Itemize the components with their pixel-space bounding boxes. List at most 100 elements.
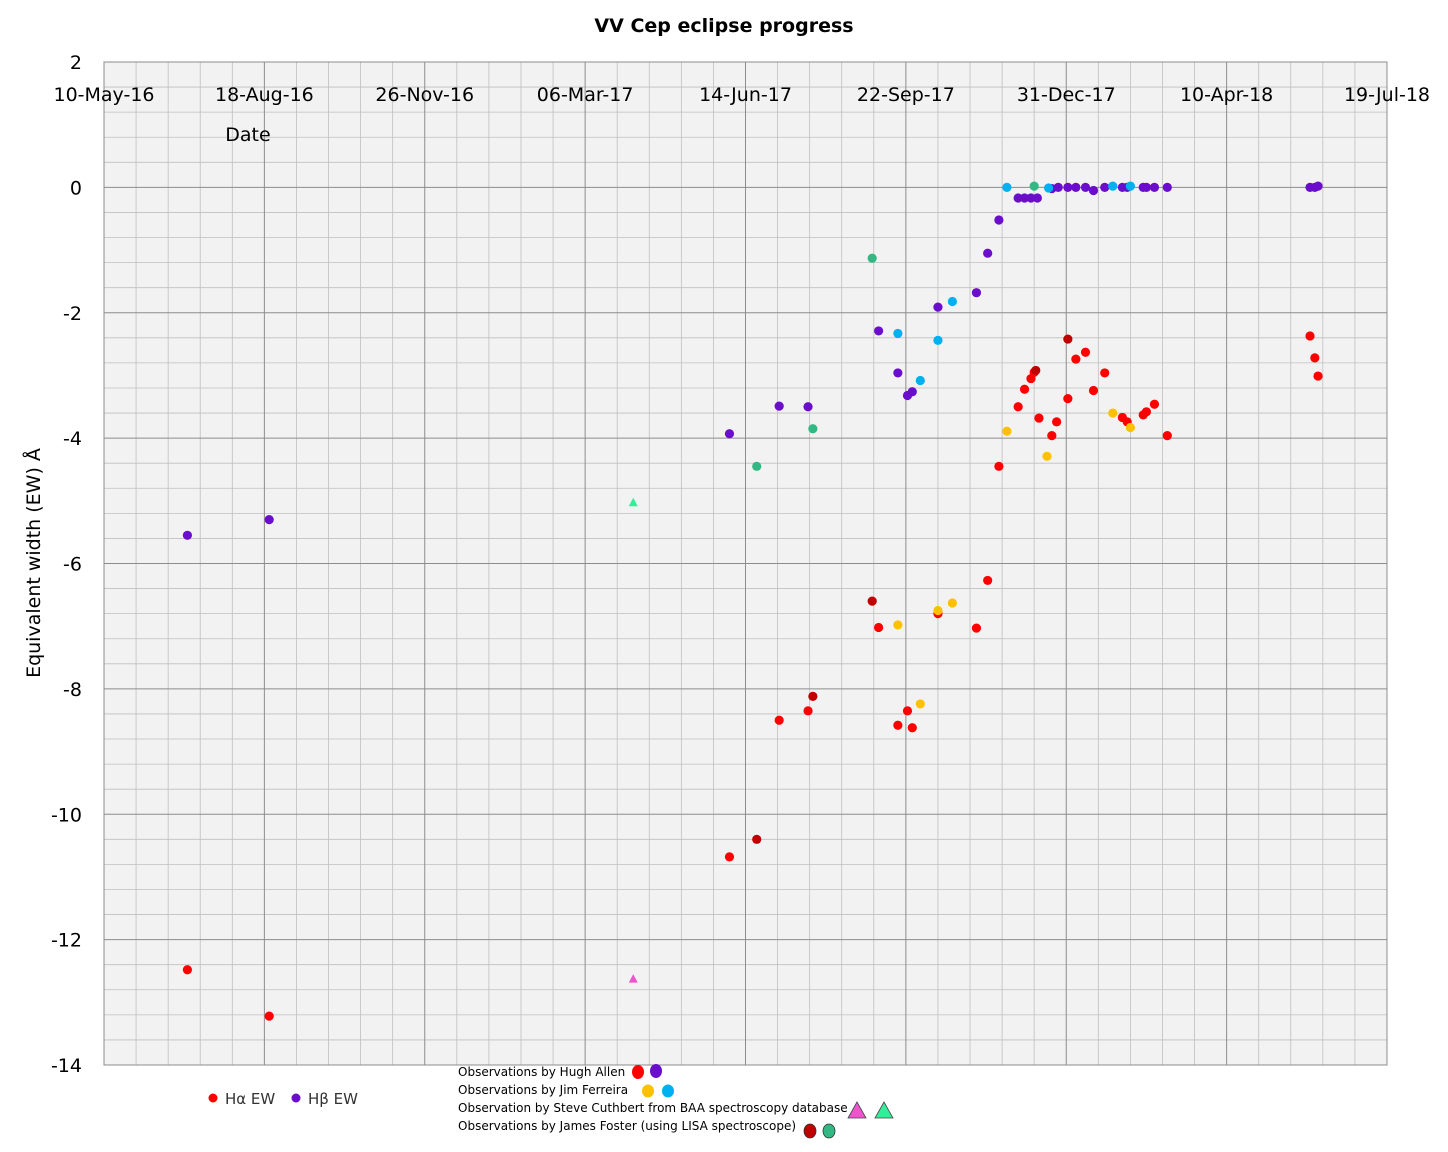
point-james-foster-ha xyxy=(1031,365,1041,376)
legend-label-hb: Hβ EW xyxy=(308,1090,358,1108)
point-hugh-allen-hb xyxy=(264,515,274,525)
point-hugh-allen-ha xyxy=(803,706,813,716)
point-hugh-allen-hb xyxy=(1019,193,1030,203)
point-hugh-allen-hb xyxy=(1162,182,1172,192)
point-james-foster-ha xyxy=(867,596,877,606)
point-jim-ferreira-hb xyxy=(1044,183,1054,193)
series-legend: Hα EW Hβ EW xyxy=(208,1090,358,1108)
legend-marker-ha xyxy=(208,1093,218,1103)
point-hugh-allen-ha xyxy=(1149,399,1160,409)
point-hugh-allen-hb xyxy=(983,248,993,258)
point-hugh-allen-ha xyxy=(874,622,884,633)
point-hugh-allen-hb xyxy=(1313,181,1323,191)
point-james-foster-hb xyxy=(1029,181,1039,191)
point-hugh-allen-hb xyxy=(182,530,192,540)
observer-label-allen: Observations by Hugh Allen xyxy=(458,1065,625,1079)
x-tick-labels: 10-May-16 18-Aug-16 26-Nov-16 06-Mar-17 14-J… xyxy=(53,84,1430,106)
point-hugh-allen-hb xyxy=(774,401,784,411)
point-hugh-allen-ha xyxy=(774,715,784,725)
point-jim-ferreira-hb xyxy=(915,375,925,386)
point-hugh-allen-ha xyxy=(264,1011,274,1021)
y-tick-label: -8 xyxy=(63,679,82,701)
point-jim-ferreira-ha xyxy=(947,598,957,608)
point-steve-cuthbert-hb xyxy=(628,497,638,507)
point-jim-ferreira-ha xyxy=(1002,426,1012,436)
y-axis-label: Equivalent width (EW) Å xyxy=(22,448,45,678)
point-hugh-allen-ha xyxy=(182,965,192,975)
point-hugh-allen-hb xyxy=(1100,182,1110,192)
plot-border xyxy=(103,61,1388,1066)
point-hugh-allen-hb xyxy=(933,302,943,312)
point-hugh-allen-ha xyxy=(1071,354,1081,364)
x-tick-label: 18-Aug-16 xyxy=(215,84,314,106)
point-hugh-allen-hb xyxy=(893,368,903,378)
point-steve-cuthbert-ha xyxy=(628,974,638,983)
point-hugh-allen-hb xyxy=(1053,182,1063,192)
point-james-foster-ha xyxy=(752,834,762,844)
x-tick-label: 31-Dec-17 xyxy=(1017,84,1116,106)
point-hugh-allen-ha xyxy=(1047,431,1057,441)
point-hugh-allen-hb xyxy=(1088,185,1099,196)
point-james-foster-hb xyxy=(867,253,877,263)
observer-allen-ha-marker xyxy=(632,1065,644,1079)
point-james-foster-ha xyxy=(808,691,818,701)
gridlines xyxy=(103,61,1388,1066)
point-hugh-allen-hb xyxy=(1149,182,1160,192)
point-hugh-allen-ha xyxy=(994,461,1004,471)
point-jim-ferreira-hb xyxy=(893,328,903,339)
x-tick-label: 26-Nov-16 xyxy=(375,84,474,106)
x-tick-label: 10-May-16 xyxy=(53,84,154,106)
point-hugh-allen-ha xyxy=(983,575,993,586)
x-tick-label: 22-Sep-17 xyxy=(857,84,955,106)
observer-cuthbert-hb-marker xyxy=(874,1101,894,1119)
point-hugh-allen-hb xyxy=(907,387,917,397)
point-hugh-allen-hb xyxy=(724,429,735,439)
observer-label-cuthbert: Observation by Steve Cuthbert from BAA s… xyxy=(458,1101,848,1115)
point-hugh-allen-ha xyxy=(1034,413,1044,423)
legend-label-ha: Hα EW xyxy=(225,1090,275,1108)
point-hugh-allen-hb xyxy=(803,402,813,412)
point-hugh-allen-hb xyxy=(1063,182,1073,192)
y-tick-label: -14 xyxy=(51,1055,82,1077)
point-hugh-allen-ha xyxy=(1310,353,1320,363)
observer-ferreira-hb-marker xyxy=(662,1084,674,1098)
point-hugh-allen-ha xyxy=(1080,347,1091,357)
data-points xyxy=(182,181,1323,1021)
point-hugh-allen-ha xyxy=(1313,371,1323,381)
point-hugh-allen-hb xyxy=(1032,193,1042,203)
point-jim-ferreira-ha xyxy=(1108,408,1118,418)
chart-title: VV Cep eclipse progress xyxy=(594,15,853,37)
point-hugh-allen-ha xyxy=(902,706,913,716)
y-tick-label: -6 xyxy=(63,554,82,576)
point-jim-ferreira-hb xyxy=(933,335,943,345)
x-tick-label: 14-Jun-17 xyxy=(699,84,792,106)
legend-marker-hb xyxy=(291,1093,301,1103)
point-hugh-allen-hb xyxy=(1080,182,1091,192)
point-hugh-allen-hb xyxy=(1141,182,1152,192)
x-tick-label: 06-Mar-17 xyxy=(537,84,634,106)
point-jim-ferreira-ha xyxy=(933,605,943,616)
point-hugh-allen-ha xyxy=(1305,331,1315,341)
y-tick-label: 2 xyxy=(70,52,82,74)
point-jim-ferreira-hb xyxy=(1125,181,1135,191)
point-hugh-allen-ha xyxy=(724,852,735,862)
y-tick-label: -4 xyxy=(63,428,82,450)
observer-cuthbert-ha-marker xyxy=(847,1101,867,1119)
point-hugh-allen-hb xyxy=(1071,182,1081,192)
point-jim-ferreira-ha xyxy=(915,699,925,709)
y-tick-label: -2 xyxy=(63,303,82,325)
observer-foster-ha-marker xyxy=(803,1123,817,1139)
point-james-foster-hb xyxy=(752,461,762,471)
point-hugh-allen-hb xyxy=(971,288,982,298)
point-hugh-allen-ha xyxy=(1019,384,1030,394)
observer-foster-hb-marker xyxy=(822,1123,836,1139)
point-hugh-allen-ha xyxy=(1013,402,1023,412)
point-jim-ferreira-hb xyxy=(1002,182,1012,192)
point-james-foster-ha xyxy=(1063,334,1073,344)
point-jim-ferreira-hb xyxy=(947,296,957,307)
x-tick-label: 10-Apr-18 xyxy=(1180,84,1273,106)
point-hugh-allen-ha xyxy=(1088,385,1099,396)
y-tick-labels: 2 0 -2 -4 -6 -8 -10 -12 -14 xyxy=(51,52,82,1077)
point-hugh-allen-ha xyxy=(1162,431,1172,441)
